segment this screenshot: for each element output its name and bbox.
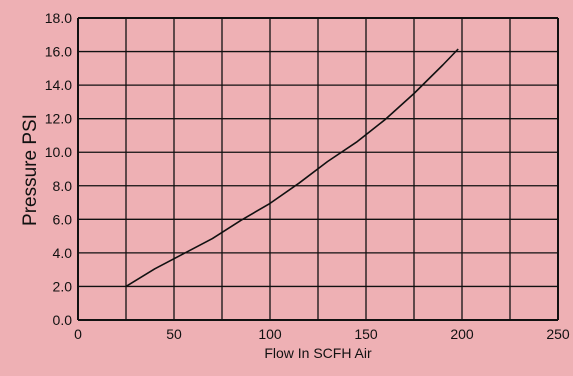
x-tick-label: 100 — [258, 326, 282, 342]
x-tick-labels: 0 50 100 150 200 250 — [74, 326, 570, 342]
x-tick-label: 200 — [450, 326, 474, 342]
y-tick-label: 18.0 — [45, 10, 72, 26]
x-axis-title: Flow In SCFH Air — [264, 345, 372, 361]
x-tick-label: 150 — [354, 326, 378, 342]
y-tick-label: 4.0 — [53, 245, 73, 261]
grid-lines — [77, 17, 559, 321]
y-axis-title: Pressure PSI — [20, 114, 41, 226]
x-tick-label: 0 — [74, 326, 82, 342]
y-tick-label: 12.0 — [45, 111, 72, 127]
x-tick-label: 50 — [166, 326, 182, 342]
y-tick-label: 14.0 — [45, 77, 72, 93]
y-tick-label: 10.0 — [45, 144, 72, 160]
y-tick-label: 0.0 — [53, 312, 73, 328]
y-tick-label: 8.0 — [53, 178, 73, 194]
y-tick-labels: 0.0 2.0 4.0 6.0 8.0 10.0 12.0 14.0 16.0 18.0 — [45, 10, 72, 328]
y-tick-label: 16.0 — [45, 44, 72, 60]
y-tick-label: 2.0 — [53, 278, 73, 294]
y-tick-label: 6.0 — [53, 211, 73, 227]
data-series — [125, 48, 459, 288]
x-tick-label: 250 — [546, 326, 570, 342]
series-line — [125, 48, 459, 288]
